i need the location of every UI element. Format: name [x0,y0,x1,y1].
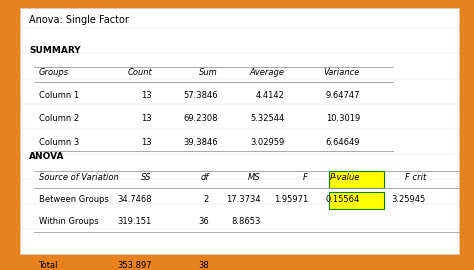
Text: Total: Total [38,261,58,269]
Text: 17.3734: 17.3734 [226,195,261,204]
Text: SS: SS [141,173,152,182]
Text: 2: 2 [203,195,209,204]
Text: 69.2308: 69.2308 [183,114,218,123]
Text: Variance: Variance [323,68,360,77]
Text: Groups: Groups [38,68,69,77]
Text: 8.8653: 8.8653 [231,217,261,226]
Text: 3.02959: 3.02959 [250,138,284,147]
Text: 10.3019: 10.3019 [326,114,360,123]
Text: P-value: P-value [329,173,360,182]
Text: 9.64747: 9.64747 [325,91,360,100]
Text: 6.64649: 6.64649 [325,138,360,147]
Text: Column 1: Column 1 [38,91,79,100]
Text: MS: MS [248,173,261,182]
Text: 38: 38 [198,261,209,269]
Text: 5.32544: 5.32544 [250,114,284,123]
Text: Within Groups: Within Groups [38,217,98,226]
Text: Anova: Single Factor: Anova: Single Factor [29,15,129,25]
Text: 39.3846: 39.3846 [183,138,218,147]
Text: 13: 13 [141,91,152,100]
Text: F: F [303,173,308,182]
Text: Between Groups: Between Groups [38,195,109,204]
Text: 1.95971: 1.95971 [273,195,308,204]
Text: Count: Count [127,68,152,77]
Text: 36: 36 [198,217,209,226]
Text: 34.7468: 34.7468 [117,195,152,204]
Text: Sum: Sum [200,68,218,77]
FancyBboxPatch shape [329,171,383,188]
Text: df: df [201,173,209,182]
Text: Column 2: Column 2 [38,114,79,123]
Text: 4.4142: 4.4142 [255,91,284,100]
Text: 3.25945: 3.25945 [392,195,426,204]
Text: SUMMARY: SUMMARY [29,46,81,55]
Text: F crit: F crit [405,173,426,182]
Text: 319.151: 319.151 [118,217,152,226]
Text: ANOVA: ANOVA [29,152,64,161]
Text: 13: 13 [141,114,152,123]
FancyBboxPatch shape [19,8,459,254]
Text: Column 3: Column 3 [38,138,79,147]
FancyBboxPatch shape [329,192,383,209]
Text: Source of Variation: Source of Variation [38,173,118,182]
Text: 13: 13 [141,138,152,147]
Text: Average: Average [249,68,284,77]
Text: 0.15564: 0.15564 [326,195,360,204]
Text: 57.3846: 57.3846 [183,91,218,100]
Text: 353.897: 353.897 [117,261,152,269]
